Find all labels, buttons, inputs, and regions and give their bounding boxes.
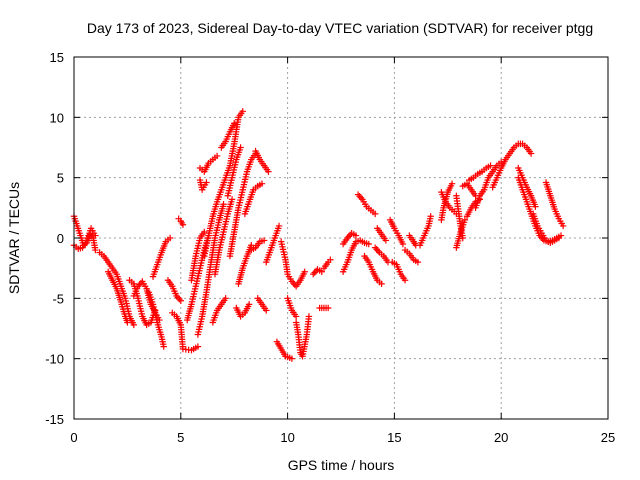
data-point — [527, 150, 535, 157]
grid-lines — [74, 57, 608, 419]
data-point — [239, 108, 246, 115]
data-point — [245, 301, 253, 308]
data-point — [382, 237, 390, 244]
data-point — [275, 222, 283, 230]
data-point — [324, 304, 332, 312]
data-point — [459, 234, 466, 242]
data-point — [194, 343, 202, 350]
data-point — [555, 234, 563, 242]
y-axis-ticks: -15 -10 -5 0 5 10 15 — [45, 50, 608, 427]
data-point — [365, 240, 372, 248]
x-tick-label: 0 — [70, 430, 77, 445]
data-point — [532, 203, 539, 210]
data-point — [92, 232, 99, 239]
data-point — [166, 234, 174, 242]
data-point — [378, 280, 385, 288]
y-tick-label: -15 — [45, 412, 64, 427]
chart-title: Day 173 of 2023, Sidereal Day-to-day VTE… — [87, 20, 593, 36]
data-point — [258, 180, 266, 187]
x-tick-label: 5 — [177, 430, 184, 445]
data-point — [292, 313, 300, 320]
data-point — [305, 313, 313, 320]
data-point — [203, 179, 210, 186]
x-tick-label: 20 — [494, 430, 508, 445]
data-point — [177, 297, 184, 304]
data-point — [318, 268, 325, 275]
data-point — [160, 343, 167, 350]
data-point — [260, 237, 268, 244]
data-point — [310, 271, 317, 278]
data-point — [179, 221, 187, 228]
data-point — [137, 279, 145, 287]
data-point — [371, 210, 379, 218]
data-point — [327, 256, 334, 263]
data-point — [228, 196, 236, 203]
data-point — [301, 268, 308, 275]
data-point — [231, 120, 238, 127]
data-point — [201, 228, 208, 236]
x-tick-label: 25 — [601, 430, 615, 445]
data-point — [461, 216, 469, 224]
y-tick-label: 5 — [57, 171, 64, 186]
data-marks — [70, 108, 567, 362]
data-point — [176, 295, 183, 303]
data-point — [220, 201, 227, 208]
data-point — [399, 240, 407, 248]
data-point — [290, 279, 297, 287]
x-tick-label: 15 — [387, 430, 401, 445]
y-tick-label: 10 — [50, 110, 64, 125]
x-tick-label: 10 — [280, 430, 294, 445]
data-point — [130, 321, 138, 329]
data-point — [357, 194, 365, 201]
y-tick-label: 15 — [50, 50, 64, 65]
y-tick-label: -10 — [45, 352, 64, 367]
data-point — [401, 277, 409, 284]
data-point — [427, 213, 434, 220]
x-axis-ticks: 0 5 10 15 20 25 — [70, 57, 615, 445]
data-point — [374, 247, 382, 255]
y-tick-label: 0 — [57, 231, 64, 246]
data-point — [487, 162, 494, 169]
data-point — [373, 246, 380, 253]
data-point — [288, 355, 296, 362]
y-tick-label: -5 — [52, 291, 64, 306]
data-point — [263, 307, 270, 314]
data-point — [265, 168, 272, 175]
data-point — [559, 222, 567, 230]
data-point — [448, 180, 456, 187]
x-axis-label: GPS time / hours — [288, 457, 395, 473]
data-point — [213, 152, 221, 160]
data-point — [354, 191, 362, 198]
data-point — [124, 319, 131, 326]
data-point — [352, 232, 360, 239]
y-axis-label: SDTVAR / TECUs — [6, 182, 22, 294]
data-point — [92, 246, 99, 254]
data-point — [414, 258, 422, 266]
data-point — [222, 295, 229, 302]
data-point — [237, 144, 244, 151]
data-point — [356, 192, 363, 200]
data-point — [371, 244, 379, 251]
